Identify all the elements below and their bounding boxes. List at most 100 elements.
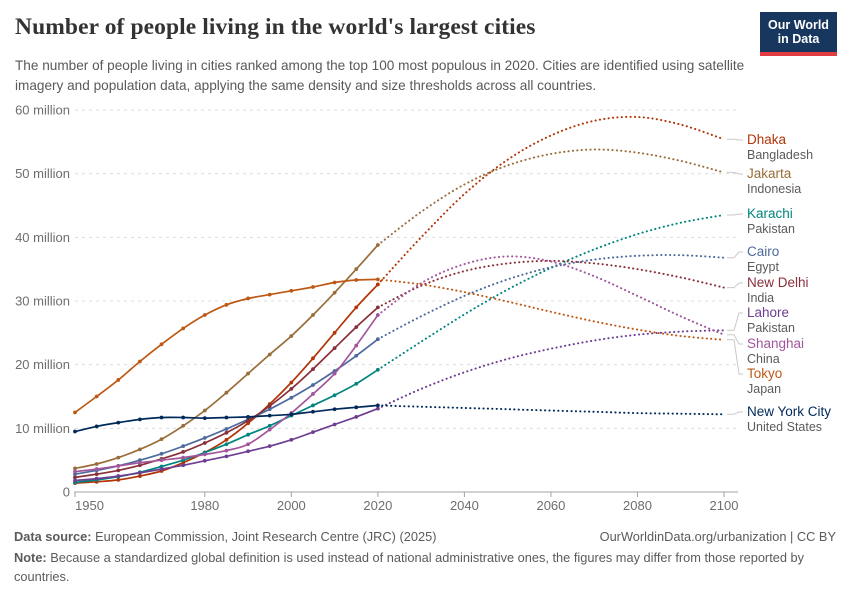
y-tick-label-60: 60 million (15, 102, 70, 117)
series-point-dhaka (116, 478, 121, 482)
series-point-tokyo (159, 342, 164, 347)
series-label-cairo[interactable]: Cairo (747, 244, 779, 259)
series-projection-shanghai[interactable] (376, 255, 725, 336)
chart-note: Note: Because a standardized global defi… (14, 549, 836, 586)
page-title: Number of people living in the world's l… (15, 14, 536, 40)
owid-logo[interactable]: Our World in Data (760, 12, 837, 56)
x-tick-label-2040: 2040 (450, 498, 479, 513)
series-point-new-delhi (224, 430, 229, 435)
series-point-tokyo (267, 292, 272, 297)
series-label-lahore[interactable]: Lahore (747, 305, 789, 320)
y-tick-label-20: 20 million (15, 357, 70, 372)
note-label: Note: (14, 550, 47, 565)
series-point-jakarta (289, 334, 294, 338)
series-point-jakarta (224, 390, 229, 395)
series-point-jakarta (181, 423, 186, 428)
series-point-karachi (267, 423, 272, 428)
series-point-lahore (246, 449, 250, 454)
series-point-new-york-city (246, 414, 250, 419)
series-point-tokyo (289, 288, 294, 293)
series-point-new-york-city (354, 405, 359, 410)
series-label-new-york-city[interactable]: New York City (747, 404, 831, 419)
series-point-jakarta (332, 290, 337, 295)
series-point-cairo (267, 407, 272, 412)
series-point-new-york-city (375, 403, 380, 408)
series-point-tokyo (354, 278, 359, 282)
series-point-new-delhi (181, 449, 186, 454)
series-label-dhaka[interactable]: Dhaka (747, 132, 787, 147)
series-label-tokyo[interactable]: Tokyo (747, 366, 782, 381)
series-point-new-delhi (375, 305, 380, 310)
series-point-lahore (94, 476, 99, 481)
series-point-tokyo (94, 394, 99, 399)
series-projection-tokyo[interactable] (376, 278, 725, 341)
series-point-shanghai (246, 442, 250, 447)
y-tick-label-50: 50 million (15, 166, 70, 181)
series-point-jakarta (267, 352, 272, 357)
logo-line1: Our World (768, 17, 829, 32)
x-tick-label-2100: 2100 (710, 498, 739, 513)
series-line-dhaka[interactable] (74, 283, 379, 484)
series-point-tokyo (181, 326, 186, 331)
series-point-new-york-city (224, 415, 229, 420)
series-point-lahore (224, 454, 229, 459)
series-point-tokyo (116, 378, 121, 382)
series-point-new-york-city (267, 413, 272, 418)
series-label-karachi[interactable]: Karachi (747, 206, 793, 221)
series-point-jakarta (116, 455, 121, 460)
series-point-karachi (332, 393, 337, 398)
series-label-shanghai[interactable]: Shanghai (747, 336, 804, 351)
series-point-dhaka (224, 437, 229, 442)
series-country-shanghai: China (747, 352, 780, 366)
series-point-lahore (159, 467, 164, 471)
series-point-jakarta (159, 437, 164, 442)
series-point-new-delhi (246, 418, 250, 423)
series-projection-new-york-city[interactable] (376, 404, 725, 416)
label-connector-new-delhi (727, 282, 743, 289)
series-point-shanghai (224, 448, 229, 453)
label-connector-jakarta (727, 171, 743, 175)
series-projection-karachi[interactable] (376, 214, 725, 371)
series-point-dhaka (332, 330, 337, 335)
series-point-lahore (116, 474, 121, 478)
series-point-new-delhi (354, 325, 359, 330)
x-tick-label-1980: 1980 (190, 498, 219, 513)
series-projection-jakarta[interactable] (376, 148, 725, 246)
series-point-dhaka (375, 282, 380, 287)
label-connector-dhaka (727, 138, 743, 141)
series-country-cairo: Egypt (747, 260, 779, 274)
series-point-lahore (138, 470, 142, 475)
y-tick-label-10: 10 million (15, 421, 70, 436)
series-country-karachi: Pakistan (747, 222, 795, 236)
series-point-shanghai (311, 392, 315, 396)
y-tick-label-30: 30 million (15, 293, 70, 308)
series-point-lahore (181, 463, 186, 468)
series-projection-dhaka[interactable] (376, 115, 725, 286)
series-point-karachi (311, 403, 315, 408)
y-tick-label-0: 0 (63, 485, 70, 500)
owid-link[interactable]: OurWorldinData.org/urbanization | CC BY (599, 529, 836, 544)
series-projection-new-delhi[interactable] (376, 259, 725, 309)
series-projection-cairo[interactable] (376, 254, 725, 341)
series-point-shanghai (267, 427, 272, 432)
series-point-cairo (159, 451, 164, 456)
series-projection-lahore[interactable] (376, 329, 725, 410)
series-line-cairo[interactable] (74, 338, 379, 476)
chart-subtitle: The number of people living in cities ra… (15, 58, 745, 93)
series-point-karachi (246, 432, 250, 437)
chart-footer: Data source: European Commission, Joint … (14, 529, 836, 586)
series-label-jakarta[interactable]: Jakarta (747, 166, 792, 181)
series-point-karachi (375, 367, 380, 372)
series-country-new-delhi: India (747, 291, 774, 305)
series-label-new-delhi[interactable]: New Delhi (747, 275, 809, 290)
series-point-shanghai (138, 460, 142, 465)
series-point-lahore (202, 458, 207, 463)
series-point-new-york-city (138, 417, 142, 422)
series-point-new-delhi (116, 468, 121, 473)
data-source-label: Data source: (14, 529, 92, 544)
series-line-jakarta[interactable] (74, 244, 379, 470)
series-point-tokyo (332, 280, 337, 285)
x-tick-label-2080: 2080 (623, 498, 652, 513)
label-connector-cairo (727, 251, 743, 259)
